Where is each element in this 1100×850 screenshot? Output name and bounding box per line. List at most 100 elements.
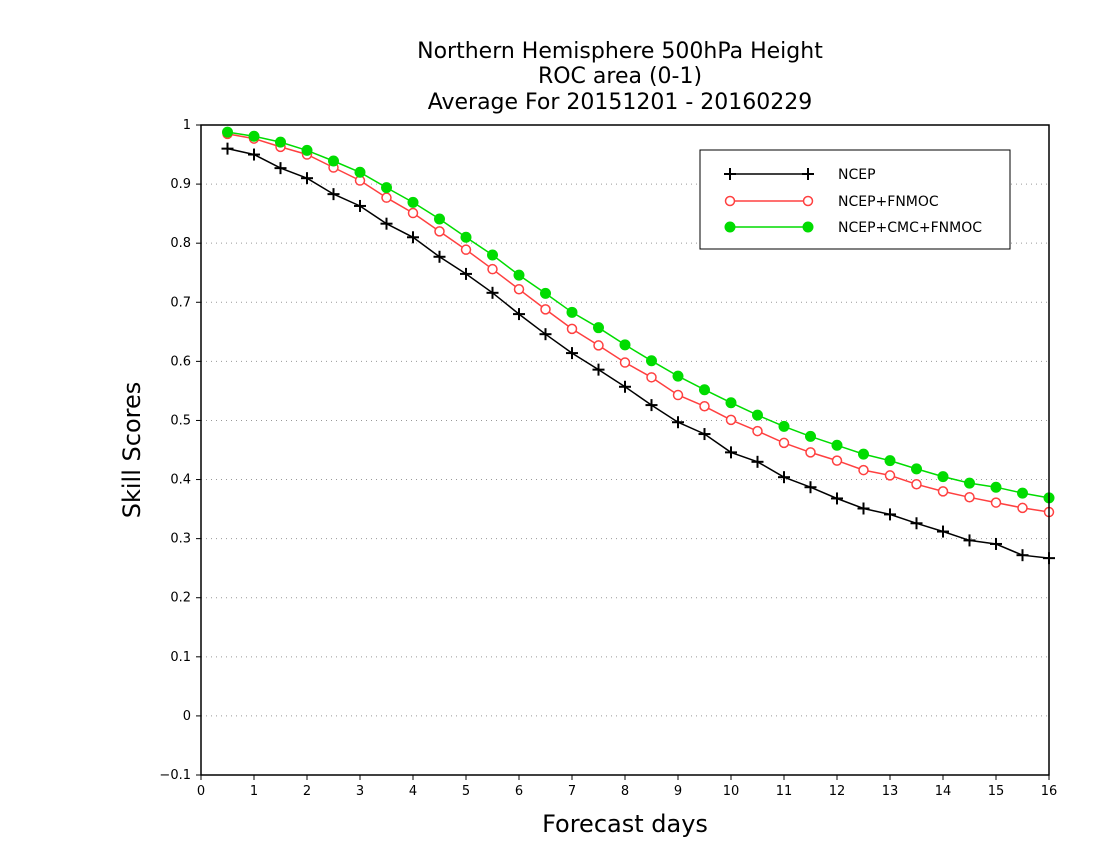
data-point [672,389,684,401]
x-tick-label: 14 [935,784,952,799]
data-point [937,471,949,483]
data-point [248,148,260,161]
data-point [831,492,843,505]
data-point [487,249,498,261]
data-point [910,517,923,530]
legend-marker [724,221,736,233]
y-tick-label: 1 [183,118,191,133]
data-point [858,464,869,476]
legend: NCEP NCEP+FNMOC NCEP+CMC+FNMOC [699,149,1011,250]
chart-title-line-3: Average For 20151201 - 20160229 [428,90,813,115]
x-tick-label: 0 [197,784,205,799]
legend-label: NCEP [838,167,876,183]
data-point [964,477,975,489]
data-point [725,397,737,409]
data-point [540,287,551,299]
data-point [884,508,896,521]
data-point [1017,502,1028,514]
data-point [778,471,790,484]
chart-title-line-1: Northern Hemisphere 500hPa Height [417,39,823,64]
data-point [752,425,763,437]
data-point [672,416,684,429]
legend-box [699,149,1011,250]
data-point [301,144,313,156]
data-point [937,525,949,538]
data-point [301,172,313,185]
x-tick-label: 13 [882,784,899,799]
y-axis-ticks: −0.1 0 0.1 0.2 0.3 0.4 0.5 0.6 0.7 0.8 0.9 1 [159,118,201,783]
x-tick-label: 8 [621,784,629,799]
legend-label: NCEP+FNMOC [838,194,939,210]
data-point [1017,487,1028,499]
data-point [592,363,605,376]
data-point [645,399,658,412]
y-tick-label: 0.3 [170,532,191,547]
y-tick-label: 0.2 [170,591,191,606]
data-point [804,481,817,494]
data-point [513,284,525,295]
data-point [857,502,870,515]
legend-item: NCEP+CMC+FNMOC [724,220,982,236]
data-point [460,244,472,255]
x-tick-label: 16 [1041,784,1058,799]
x-axis-ticks: 0 1 2 3 4 5 6 7 8 9 10 11 12 13 14 15 16 [197,775,1057,799]
legend-item: NCEP [724,167,876,183]
data-point [460,231,472,243]
data-point [619,339,631,351]
grid-lines [201,183,1049,717]
data-point [566,323,578,335]
data-point [593,322,604,334]
data-point [884,470,896,481]
data-point [831,455,843,466]
data-point [433,250,446,263]
data-point [381,192,392,203]
legend-marker [802,221,814,233]
data-point [487,263,498,275]
data-point [274,162,287,175]
data-point [486,286,499,299]
data-point [328,155,339,167]
data-point [963,534,976,547]
x-tick-label: 3 [356,784,364,799]
data-point [407,207,419,219]
y-tick-label: −0.1 [159,768,191,783]
legend-marker [724,168,736,180]
data-point [964,492,975,503]
data-point [222,126,233,138]
series-group [221,126,1055,565]
data-point [513,308,525,321]
data-point [513,269,525,281]
series-0 [221,142,1055,565]
x-tick-label: 1 [250,784,258,799]
data-point [646,355,657,367]
data-point [937,486,949,497]
data-point [990,481,1002,493]
data-point [434,226,445,237]
data-point [221,142,234,155]
data-point [407,196,419,208]
data-point [990,497,1002,508]
data-point [460,267,472,280]
x-tick-label: 4 [409,784,417,799]
data-point [646,372,657,383]
data-point [593,340,604,351]
data-point [778,437,790,449]
chart-title-line-2: ROC area (0-1) [538,64,702,89]
data-point [752,409,763,421]
y-tick-label: 0.7 [170,295,191,310]
x-axis-label: Forecast days [542,810,708,838]
series-line [227,147,1050,559]
data-point [751,455,764,468]
y-tick-label: 0.8 [170,236,191,251]
x-tick-label: 15 [988,784,1005,799]
series-1 [222,128,1055,518]
data-point [699,401,710,412]
y-tick-label: 0.1 [170,650,191,665]
x-tick-label: 12 [829,784,846,799]
data-point [884,455,896,467]
data-point [672,370,684,382]
data-point [381,182,392,194]
data-point [619,357,631,368]
series-2 [222,126,1055,504]
x-tick-label: 5 [462,784,470,799]
